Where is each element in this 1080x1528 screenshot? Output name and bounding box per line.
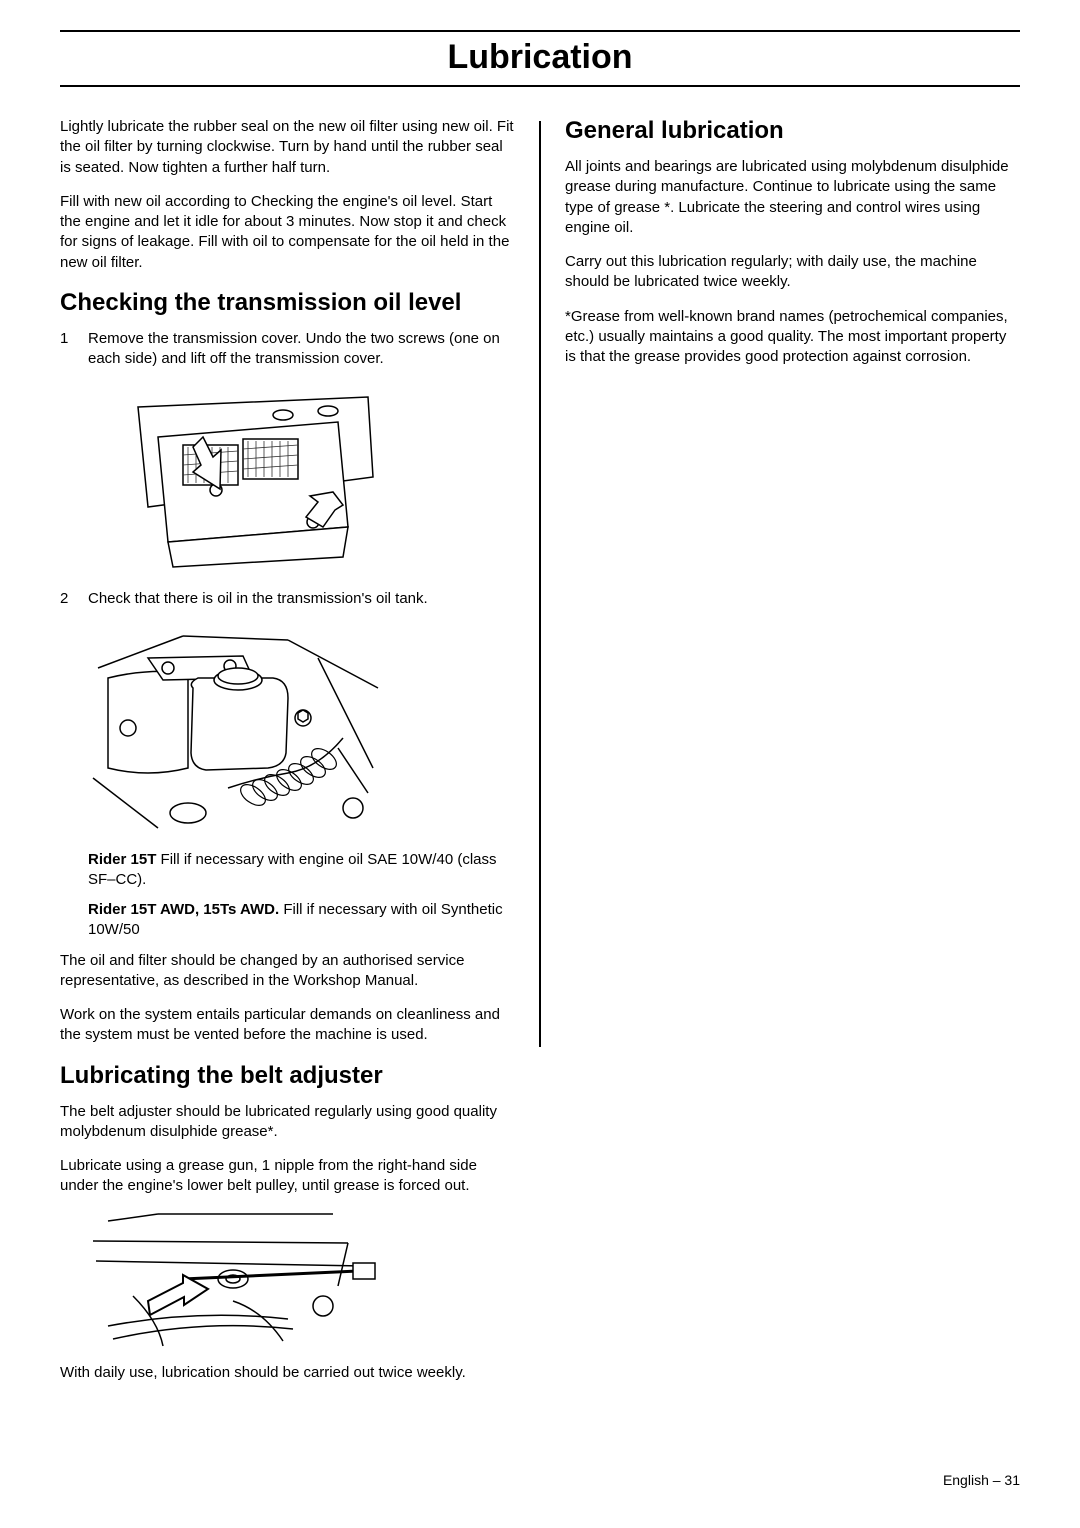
intro-para-2: Fill with new oil according to Checking …: [60, 192, 515, 273]
belt-para-2: Lubricate using a grease gun, 1 nipple f…: [60, 1156, 515, 1197]
columns: Lightly lubricate the rubber seal on the…: [60, 117, 1020, 1397]
general-para-2: Carry out this lubrication regularly; wi…: [565, 252, 1020, 293]
belt-adjuster-icon: [88, 1211, 388, 1351]
page-footer: English – 31: [943, 1472, 1020, 1488]
note-rider-15t: Rider 15T Fill if necessary with engine …: [88, 850, 515, 891]
step-1: 1 Remove the transmission cover. Undo th…: [60, 329, 515, 370]
note-rider-15t-bold: Rider 15T: [88, 851, 156, 868]
heading-belt-adjuster: Lubricating the belt adjuster: [60, 1062, 515, 1090]
figure-belt-adjuster: [88, 1211, 515, 1351]
step-2-text: Check that there is oil in the transmiss…: [88, 589, 515, 609]
note-rider-15t-awd: Rider 15T AWD, 15Ts AWD. Fill if necessa…: [88, 900, 515, 941]
heading-general-lubrication: General lubrication: [565, 117, 1020, 145]
step-1-number: 1: [60, 329, 88, 370]
figure-transmission-cover: [88, 377, 515, 577]
after-para-2: Work on the system entails particular de…: [60, 1005, 515, 1046]
left-column: Lightly lubricate the rubber seal on the…: [60, 117, 515, 1397]
belt-para-1: The belt adjuster should be lubricated r…: [60, 1102, 515, 1143]
bottom-rule: [60, 85, 1020, 87]
chapter-title: Lubrication: [60, 32, 1020, 85]
note-rider-15t-awd-bold: Rider 15T AWD, 15Ts AWD.: [88, 901, 279, 918]
general-para-1: All joints and bearings are lubricated u…: [565, 157, 1020, 238]
transmission-cover-icon: [88, 377, 388, 577]
page: Lubrication Lightly lubricate the rubber…: [0, 0, 1080, 1528]
general-para-3: *Grease from well-known brand names (pet…: [565, 307, 1020, 368]
belt-para-3: With daily use, lubrication should be ca…: [60, 1363, 515, 1383]
intro-para-1: Lightly lubricate the rubber seal on the…: [60, 117, 515, 178]
column-divider: [539, 121, 541, 1047]
after-para-1: The oil and filter should be changed by …: [60, 951, 515, 992]
step-2: 2 Check that there is oil in the transmi…: [60, 589, 515, 609]
step-2-number: 2: [60, 589, 88, 609]
right-column: General lubrication All joints and beari…: [565, 117, 1020, 1397]
oil-tank-icon: [88, 618, 388, 838]
heading-checking-transmission: Checking the transmission oil level: [60, 289, 515, 317]
figure-oil-tank: [88, 618, 515, 838]
step-1-text: Remove the transmission cover. Undo the …: [88, 329, 515, 370]
